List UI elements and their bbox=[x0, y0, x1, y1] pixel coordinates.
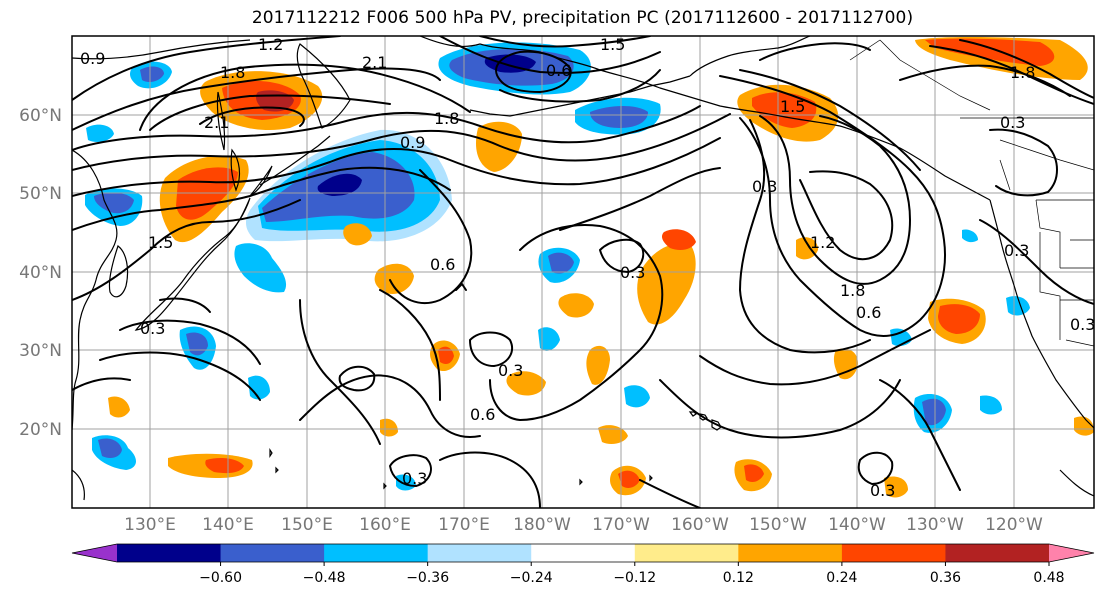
colorbar-extend-high bbox=[1049, 544, 1094, 562]
contour-label: 1.2 bbox=[810, 233, 835, 252]
contour-label: 0.6 bbox=[430, 255, 455, 274]
contour-label: 0.3 bbox=[870, 481, 895, 500]
colorbar-extend-low bbox=[72, 544, 117, 562]
pv-contours bbox=[72, 36, 1094, 508]
contour-label: 0.9 bbox=[80, 49, 105, 68]
longitude-labels: 130°E 140°E 150°E 160°E 170°E 180°W 170°… bbox=[124, 515, 1043, 535]
map-frame bbox=[71, 35, 1095, 509]
contour-label: 0.3 bbox=[1070, 315, 1095, 334]
graticule bbox=[72, 36, 1094, 508]
contour-label: 2.1 bbox=[362, 53, 387, 72]
contour-label: 1.2 bbox=[258, 35, 283, 54]
colorbar-tick-label: 0.48 bbox=[1033, 570, 1064, 586]
colorbar-tick-label: −0.48 bbox=[303, 570, 346, 586]
contour-label: 0.3 bbox=[140, 319, 165, 338]
colorbar-segment bbox=[945, 544, 1050, 562]
contour-label: 1.8 bbox=[840, 281, 865, 300]
map-title: 2017112212 F006 500 hPa PV, precipitatio… bbox=[251, 8, 914, 28]
contour-label: 0.3 bbox=[1004, 241, 1029, 260]
contour-label: 1.8 bbox=[220, 63, 245, 82]
lon-label: 140°W bbox=[828, 515, 886, 535]
political-borders bbox=[849, 39, 1094, 347]
contour-labels: 0.9 1.8 1.2 2.1 1.5 0.6 1.8 0.9 0.3 2.1 … bbox=[80, 35, 1095, 500]
contour-label: 0.6 bbox=[856, 303, 881, 322]
colorbar-segment bbox=[427, 544, 532, 562]
lon-label: 150°E bbox=[281, 515, 333, 535]
colorbar-segment bbox=[220, 544, 325, 562]
contour-label: 1.5 bbox=[600, 35, 625, 54]
colorbar-segment bbox=[531, 544, 636, 562]
lon-label: 180°W bbox=[513, 515, 571, 535]
colorbar-outline bbox=[71, 543, 1095, 563]
colorbar: −0.60 −0.48 −0.36 −0.24 −0.12 0.12 0.24 0.36 0.4… bbox=[71, 543, 1095, 586]
colorbar-tick-label: −0.24 bbox=[510, 570, 553, 586]
lon-label: 150°W bbox=[749, 515, 807, 535]
contour-label: 1.5 bbox=[148, 233, 173, 252]
lat-label: 30°N bbox=[19, 341, 62, 361]
lat-label: 20°N bbox=[19, 420, 62, 440]
colorbar-tick-label: −0.60 bbox=[199, 570, 242, 586]
contour-label: 0.3 bbox=[1000, 113, 1025, 132]
contour-label: 1.8 bbox=[434, 109, 459, 128]
latitude-labels: 60°N 50°N 40°N 30°N 20°N bbox=[19, 106, 62, 440]
contour-label: 1.5 bbox=[780, 97, 805, 116]
lon-label: 130°E bbox=[124, 515, 176, 535]
lon-label: 170°E bbox=[438, 515, 490, 535]
colorbar-tick-label: −0.12 bbox=[613, 570, 656, 586]
colorbar-tick-label: 0.12 bbox=[723, 570, 754, 586]
lon-label: 140°E bbox=[202, 515, 254, 535]
colorbar-segment bbox=[738, 544, 843, 562]
colorbar-segment bbox=[324, 544, 429, 562]
lon-label: 160°E bbox=[359, 515, 411, 535]
contour-label: 0.6 bbox=[470, 405, 495, 424]
lat-label: 50°N bbox=[19, 184, 62, 204]
contour-label: 0.9 bbox=[400, 133, 425, 152]
colorbar-tick-label: 0.24 bbox=[826, 570, 857, 586]
colorbar-tick-label: −0.36 bbox=[406, 570, 449, 586]
contour-label: 0.3 bbox=[498, 361, 523, 380]
contour-label: 2.1 bbox=[204, 113, 229, 132]
lat-label: 60°N bbox=[19, 106, 62, 126]
colorbar-tick-label: 0.36 bbox=[930, 570, 961, 586]
contour-label: 0.6 bbox=[546, 61, 571, 80]
lon-label: 120°W bbox=[985, 515, 1043, 535]
contour-label: 1.8 bbox=[1010, 63, 1035, 82]
lon-label: 130°W bbox=[906, 515, 964, 535]
contour-label: 0.3 bbox=[752, 177, 777, 196]
lon-label: 160°W bbox=[671, 515, 729, 535]
coastlines bbox=[72, 36, 1094, 501]
colorbar-segment bbox=[634, 544, 739, 562]
lat-label: 40°N bbox=[19, 263, 62, 283]
colorbar-segment bbox=[841, 544, 946, 562]
colorbar-segment bbox=[117, 544, 222, 562]
lon-label: 170°W bbox=[592, 515, 650, 535]
contour-label: 0.3 bbox=[402, 469, 427, 488]
contour-label: 0.3 bbox=[620, 263, 645, 282]
